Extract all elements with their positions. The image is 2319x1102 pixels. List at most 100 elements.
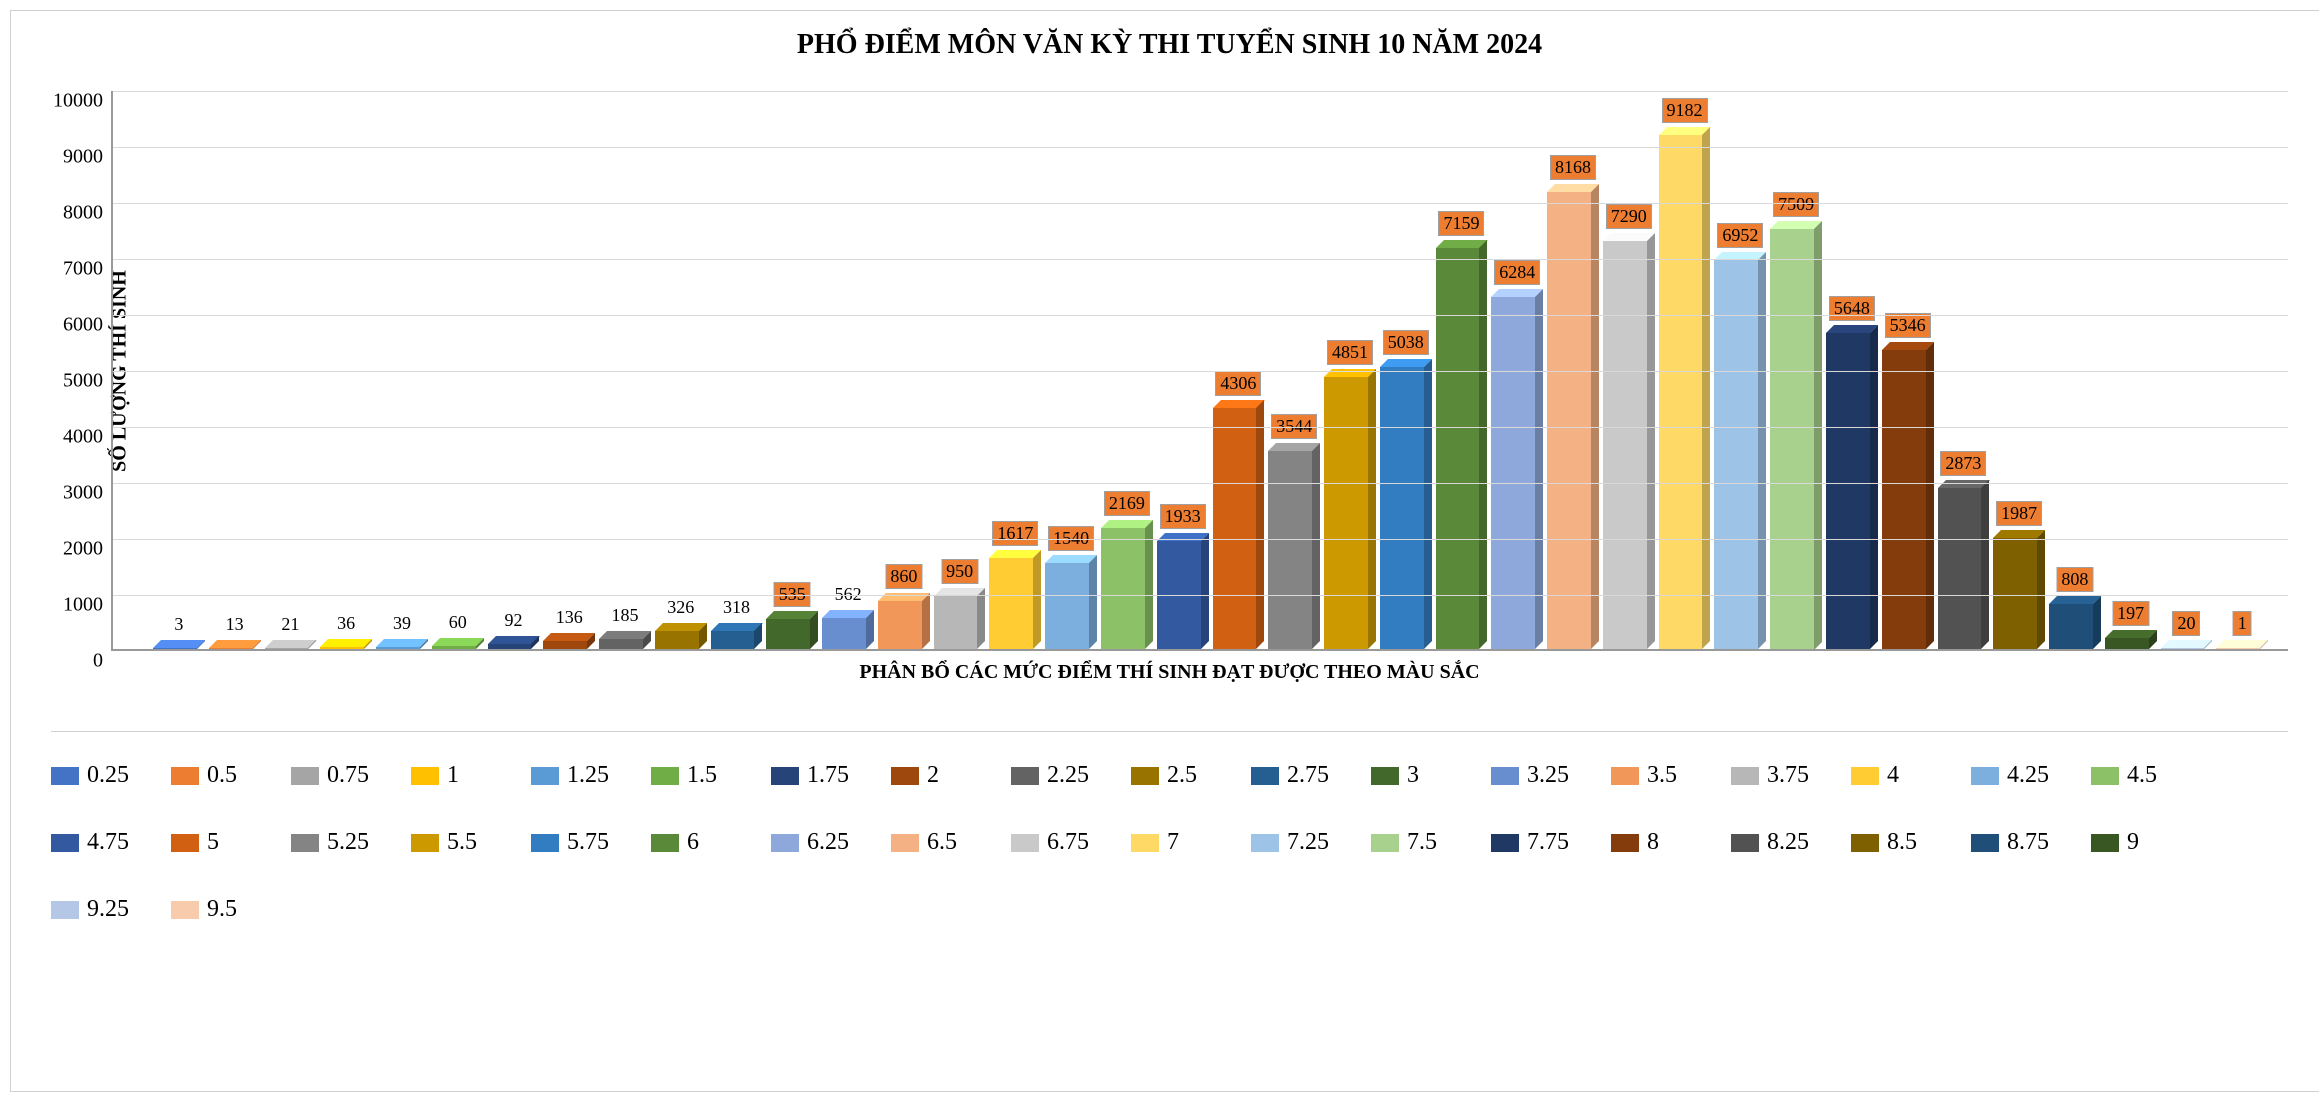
plot-area: SỐ LƯỢNG THÍ SINH 0100020003000400050006…: [111, 91, 2288, 651]
legend-label: 0.25: [87, 762, 129, 789]
data-label: 60: [445, 611, 471, 634]
bar-front: [711, 631, 755, 649]
legend-label: 3.25: [1527, 762, 1569, 789]
legend-label: 7.5: [1407, 829, 1437, 856]
data-label: 136: [552, 606, 587, 629]
legend-item: 1.75: [771, 762, 891, 789]
legend-item: 3.5: [1611, 762, 1731, 789]
legend-item: 1.5: [651, 762, 771, 789]
legend-swatch: [291, 767, 319, 785]
legend-label: 5: [207, 829, 219, 856]
grid-line: [113, 203, 2288, 204]
data-label: 1617: [992, 521, 1038, 546]
bar-front: [1101, 528, 1145, 649]
legend-label: 7: [1167, 829, 1179, 856]
bar-side-face: [1424, 359, 1432, 649]
bar-front: [1268, 451, 1312, 649]
legend-label: 3.75: [1767, 762, 1809, 789]
legend-swatch: [1131, 834, 1159, 852]
bar-side-face: [1870, 325, 1878, 649]
legend-label: 6: [687, 829, 699, 856]
data-label: 2873: [1940, 451, 1986, 476]
data-label: 197: [2112, 601, 2149, 626]
legend-label: 2.25: [1047, 762, 1089, 789]
bar-front: [1770, 229, 1814, 650]
bar-side-face: [1926, 342, 1934, 649]
bar-front: [1213, 408, 1257, 649]
legend-label: 1.75: [807, 762, 849, 789]
legend-item: 4.5: [2091, 762, 2211, 789]
legend-label: 3.5: [1647, 762, 1677, 789]
legend-label: 9.25: [87, 896, 129, 923]
legend-item: 1.25: [531, 762, 651, 789]
data-label: 318: [719, 596, 754, 619]
legend-item: 1: [411, 762, 531, 789]
bar-side-face: [922, 593, 930, 649]
bar-side-face: [1591, 184, 1599, 649]
y-tick-label: 4000: [63, 426, 103, 449]
data-label: 5648: [1829, 296, 1875, 321]
legend-item: 2.75: [1251, 762, 1371, 789]
legend-swatch: [51, 901, 79, 919]
legend: 0.250.50.7511.251.51.7522.252.52.7533.25…: [51, 731, 2288, 923]
bar-side-face: [1702, 127, 1710, 649]
bar-side-face: [1981, 480, 1989, 649]
legend-item: 8: [1611, 829, 1731, 856]
data-label: 2169: [1104, 491, 1150, 516]
bar-side-face: [1758, 252, 1766, 649]
legend-label: 8.5: [1887, 829, 1917, 856]
legend-item: 7: [1131, 829, 1251, 856]
legend-item: 8.25: [1731, 829, 1851, 856]
bar-side-face: [1312, 443, 1320, 649]
legend-swatch: [1971, 834, 1999, 852]
data-label: 7509: [1773, 192, 1819, 217]
legend-item: 5.5: [411, 829, 531, 856]
legend-swatch: [1011, 767, 1039, 785]
y-tick-label: 10000: [53, 90, 103, 113]
legend-item: 2: [891, 762, 1011, 789]
legend-label: 0.5: [207, 762, 237, 789]
bar-front: [1714, 260, 1758, 649]
legend-swatch: [1371, 834, 1399, 852]
bar-front: [1491, 297, 1535, 649]
legend-item: 0.25: [51, 762, 171, 789]
legend-label: 1: [447, 762, 459, 789]
legend-label: 8.25: [1767, 829, 1809, 856]
y-tick-label: 5000: [63, 370, 103, 393]
bar-side-face: [1033, 550, 1041, 649]
bar-front: [1380, 367, 1424, 649]
y-tick-label: 7000: [63, 258, 103, 281]
bar-front: [1324, 377, 1368, 649]
bar-front: [432, 646, 476, 649]
legend-item: 2.5: [1131, 762, 1251, 789]
data-label: 4306: [1215, 371, 1261, 396]
legend-label: 8.75: [2007, 829, 2049, 856]
legend-swatch: [651, 834, 679, 852]
data-label: 36: [333, 612, 359, 635]
bar-side-face: [2037, 530, 2045, 649]
plot: 3132136396092136185326318535562860950161…: [111, 91, 2288, 651]
data-label: 39: [389, 612, 415, 635]
y-tick-label: 9000: [63, 146, 103, 169]
legend-swatch: [531, 834, 559, 852]
legend-item: 4.75: [51, 829, 171, 856]
legend-label: 1.5: [687, 762, 717, 789]
bar-front: [934, 596, 978, 649]
legend-item: 9.5: [171, 896, 291, 923]
data-label: 21: [277, 613, 303, 636]
bar-front: [2105, 638, 2149, 649]
grid-line: [113, 91, 2288, 92]
bar-front: [1938, 488, 1982, 649]
bar-side-face: [977, 588, 985, 649]
legend-item: 2.25: [1011, 762, 1131, 789]
legend-item: 8.75: [1971, 829, 2091, 856]
legend-label: 3: [1407, 762, 1419, 789]
grid-line: [113, 259, 2288, 260]
data-label: 185: [608, 604, 643, 627]
legend-item: 6: [651, 829, 771, 856]
legend-label: 1.25: [567, 762, 609, 789]
bar-front: [1436, 248, 1480, 649]
bar-side-face: [1256, 400, 1264, 649]
legend-swatch: [411, 767, 439, 785]
y-tick-label: 6000: [63, 314, 103, 337]
